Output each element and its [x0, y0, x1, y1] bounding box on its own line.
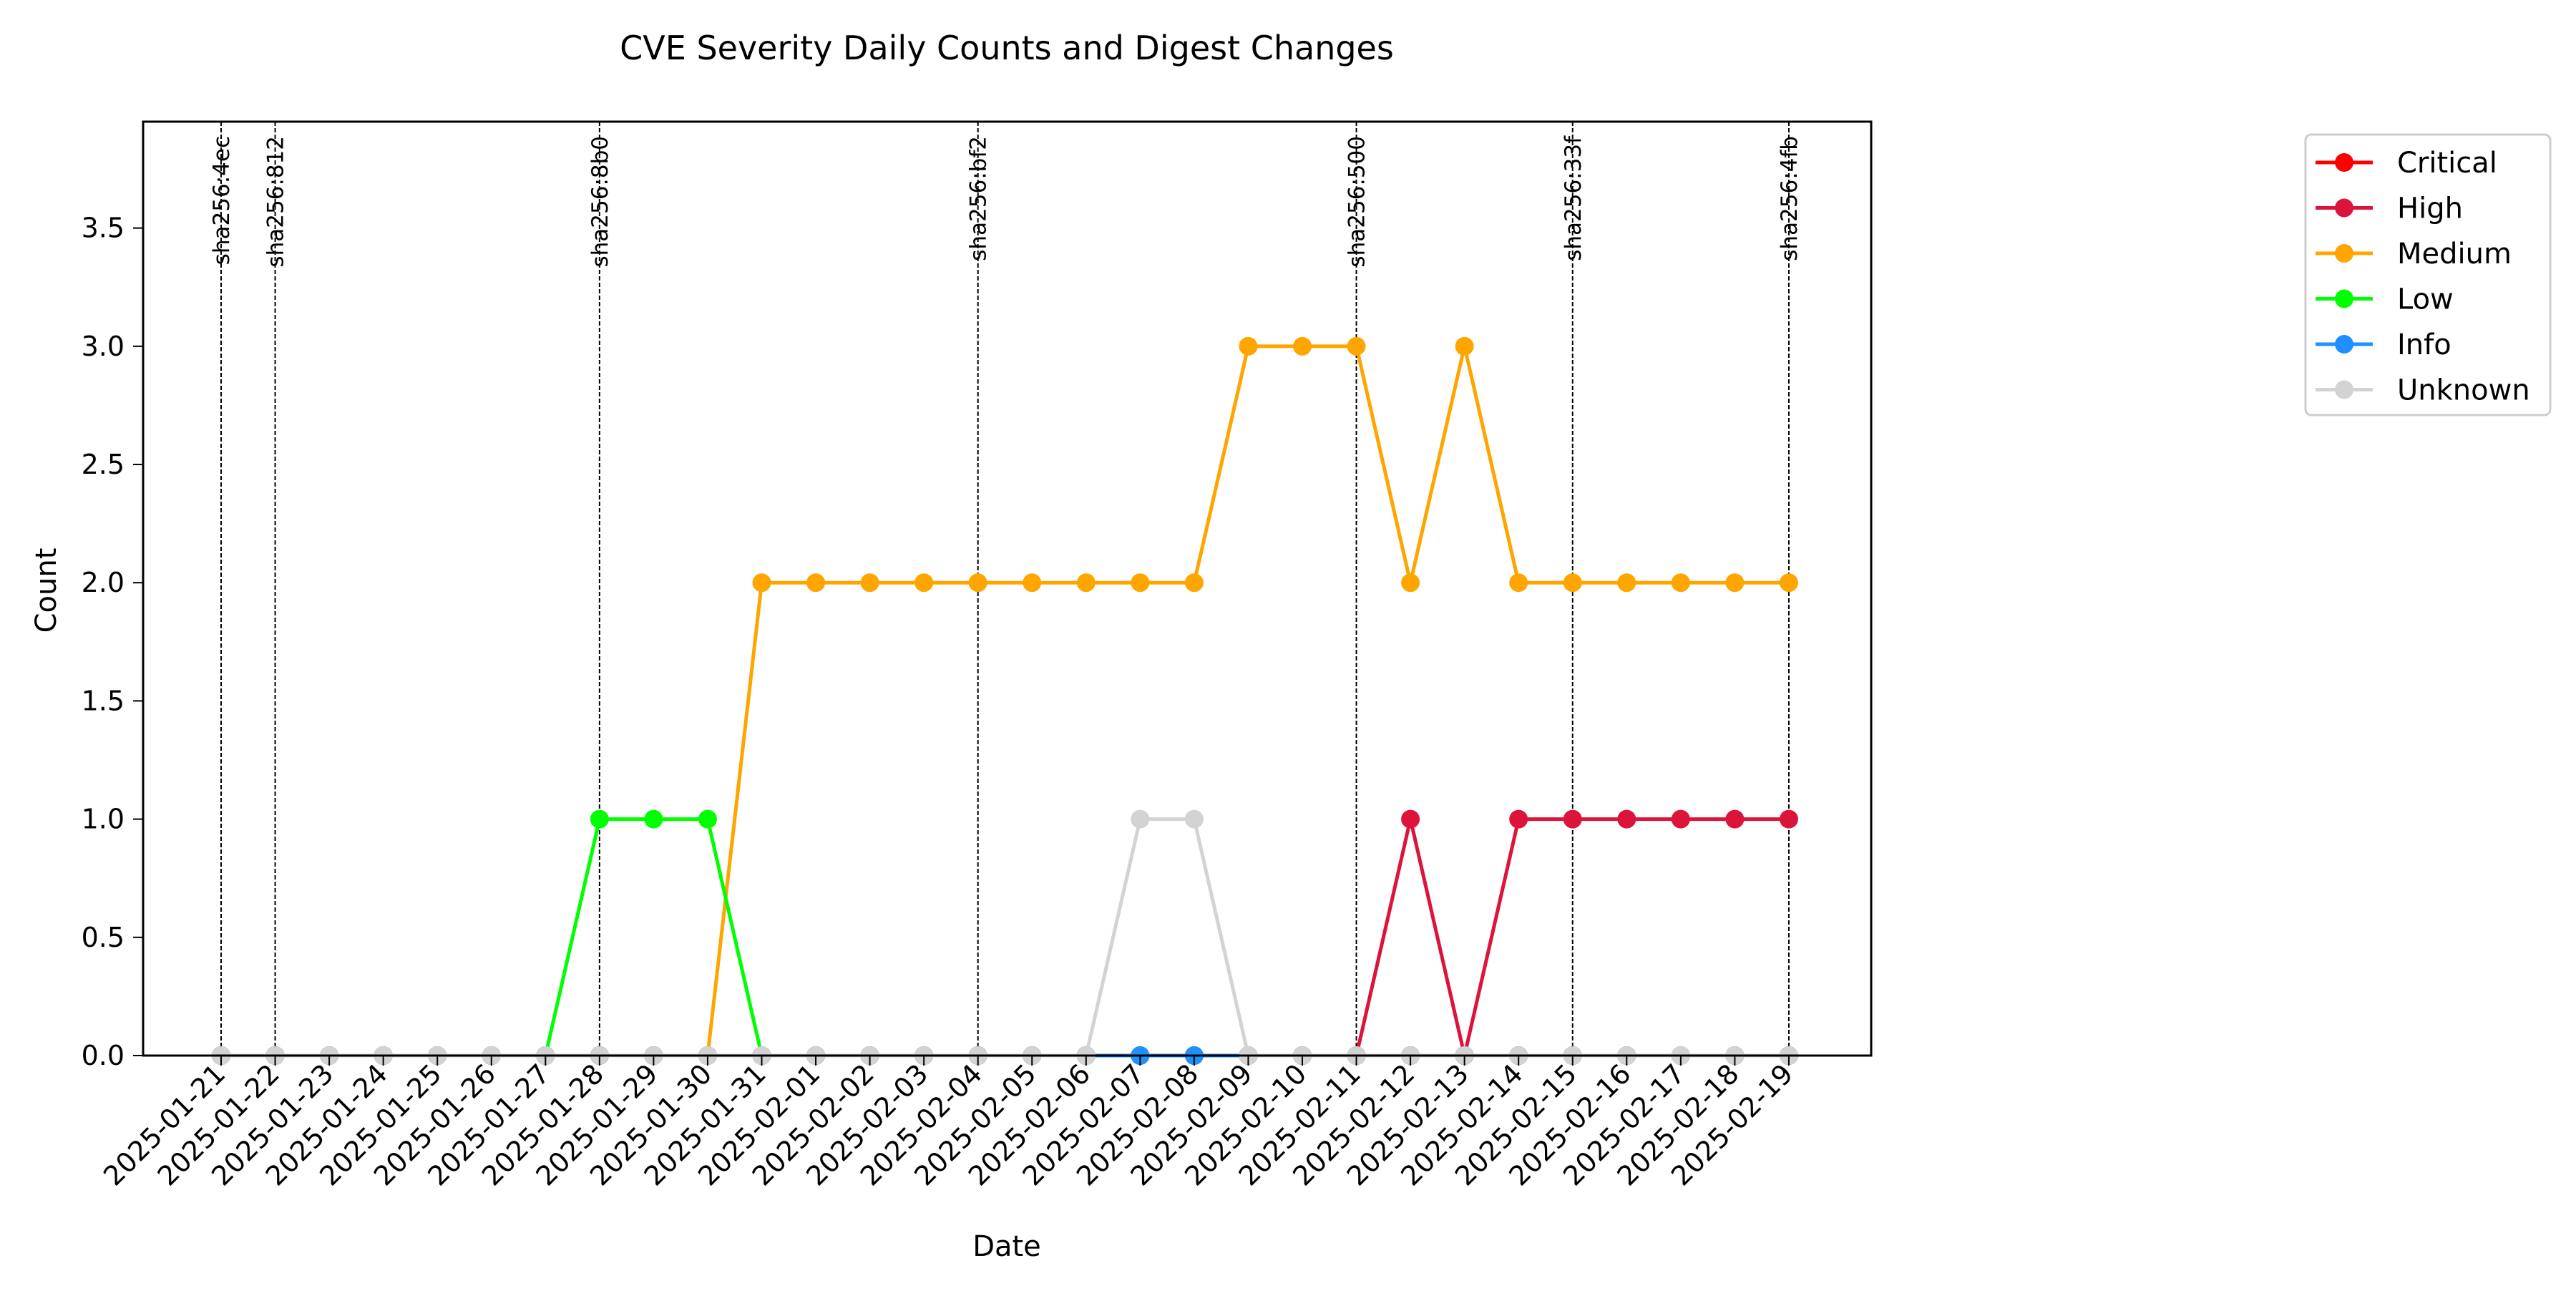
- y-tick-label-1: 0.5: [82, 922, 125, 953]
- y-tick-label-0: 0.0: [82, 1040, 125, 1071]
- digest-label-3: sha256:bf2: [966, 136, 992, 261]
- series-line-medium: [221, 344, 1789, 1058]
- legend-label-high: High: [2397, 193, 2463, 225]
- legend-label-unknown: Unknown: [2397, 374, 2530, 407]
- point-medium-2025-02-03: [914, 573, 934, 593]
- point-medium-2025-02-02: [860, 573, 879, 593]
- legend-item-low[interactable]: Low: [2316, 283, 2454, 316]
- legend-item-unknown[interactable]: Unknown: [2316, 374, 2530, 407]
- point-high-2025-02-12: [1401, 809, 1420, 829]
- point-low-2025-01-28: [590, 809, 609, 829]
- point-high-2025-02-16: [1617, 809, 1636, 829]
- y-tick-label-5: 2.5: [82, 449, 125, 480]
- point-medium-2025-02-05: [1023, 573, 1042, 593]
- plot-frame: [142, 120, 1873, 1057]
- legend-label-medium: Medium: [2397, 238, 2512, 271]
- series-line-low: [221, 817, 1789, 1058]
- point-unknown-2025-02-08: [1184, 809, 1204, 829]
- digest-label-5: sha256:33f: [1561, 135, 1586, 261]
- point-medium-2025-02-10: [1293, 336, 1312, 356]
- point-medium-2025-02-15: [1563, 573, 1582, 593]
- series-lines: [212, 336, 1798, 1065]
- point-medium-2025-02-11: [1347, 336, 1366, 356]
- y-axis: 0.0 0.5 1.0 1.5 2.0 2.5 3.0 3.5: [82, 213, 143, 1071]
- point-low-2025-01-30: [698, 809, 717, 829]
- series-line-high: [221, 817, 1789, 1058]
- digest-label-6: sha256:4fb: [1777, 136, 1802, 261]
- y-tick-label-2: 1.0: [82, 804, 125, 835]
- legend-item-critical[interactable]: Critical: [2316, 147, 2497, 180]
- x-axis: 2025-01-212025-01-222025-01-232025-01-24…: [97, 1056, 1799, 1192]
- digest-label-0: sha256:4ec: [209, 136, 235, 265]
- legend-swatch-marker-medium: [2335, 244, 2353, 263]
- y-tick-label-6: 3.0: [82, 331, 125, 362]
- legend-label-critical: Critical: [2397, 147, 2497, 180]
- legend-label-info: Info: [2397, 328, 2451, 361]
- point-medium-2025-02-07: [1131, 573, 1150, 593]
- series-low: [212, 809, 1798, 1065]
- legend-swatch-marker-info: [2335, 335, 2353, 354]
- legend-swatch-marker-high: [2335, 198, 2353, 218]
- y-tick-label-3: 1.5: [82, 685, 125, 716]
- point-high-2025-02-18: [1725, 809, 1745, 829]
- point-high-2025-02-14: [1509, 809, 1528, 829]
- y-tick-label-7: 3.5: [82, 213, 125, 244]
- legend-item-info[interactable]: Info: [2316, 328, 2451, 361]
- point-high-2025-02-17: [1671, 809, 1690, 829]
- point-medium-2025-02-09: [1239, 336, 1258, 356]
- y-axis-label: Count: [30, 548, 63, 633]
- point-high-2025-02-15: [1563, 809, 1582, 829]
- point-medium-2025-02-16: [1617, 573, 1636, 593]
- legend-item-high[interactable]: High: [2316, 193, 2463, 225]
- digest-label-4: sha256:500: [1345, 136, 1370, 268]
- point-medium-2025-02-08: [1184, 573, 1204, 593]
- y-tick-label-4: 2.0: [82, 567, 125, 598]
- point-high-2025-02-19: [1779, 809, 1798, 829]
- point-medium-2025-02-17: [1671, 573, 1690, 593]
- legend-item-medium[interactable]: Medium: [2316, 238, 2512, 271]
- legend-label-low: Low: [2397, 283, 2454, 316]
- point-medium-2025-02-06: [1076, 573, 1096, 593]
- legend-swatch-marker-low: [2335, 289, 2353, 308]
- digest-annotations: sha256:4ec sha256:812 sha256:8b0 sha256:bf2…: [209, 122, 1802, 1056]
- point-medium-2025-02-12: [1401, 573, 1420, 593]
- point-medium-2025-02-19: [1779, 573, 1798, 593]
- point-medium-2025-02-01: [806, 573, 826, 593]
- point-medium-2025-02-04: [968, 573, 987, 593]
- point-medium-2025-02-14: [1509, 573, 1528, 593]
- point-medium-2025-02-13: [1455, 336, 1474, 356]
- legend-swatch-marker-unknown: [2335, 380, 2353, 399]
- x-axis-label: Date: [972, 1230, 1041, 1263]
- point-unknown-2025-02-07: [1131, 809, 1150, 829]
- point-medium-2025-02-18: [1725, 573, 1745, 593]
- digest-label-1: sha256:812: [263, 136, 289, 268]
- series-unknown: [212, 809, 1798, 1065]
- series-high: [212, 809, 1798, 1065]
- legend-swatch-marker-critical: [2335, 153, 2353, 172]
- series-medium: [212, 336, 1798, 1065]
- chart-title: CVE Severity Daily Counts and Digest Cha…: [620, 29, 1394, 67]
- point-low-2025-01-29: [644, 809, 663, 829]
- series-line-unknown: [221, 817, 1789, 1058]
- point-medium-2025-01-31: [752, 573, 771, 593]
- digest-label-2: sha256:8b0: [587, 136, 613, 268]
- legend[interactable]: Critical High Medium Low Info Unknown: [2304, 133, 2552, 416]
